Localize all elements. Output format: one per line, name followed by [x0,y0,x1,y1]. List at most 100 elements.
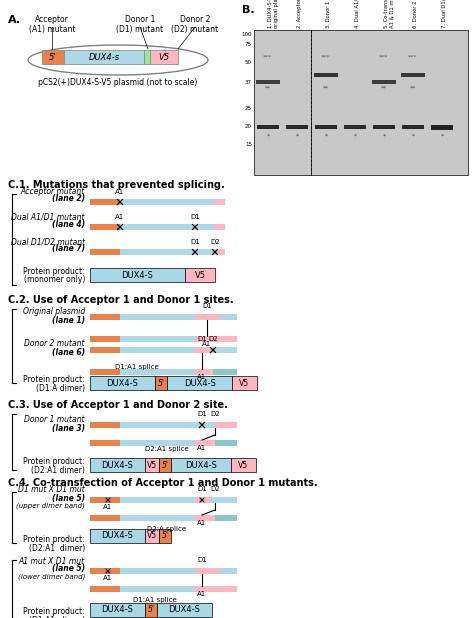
Text: A1: A1 [103,504,113,510]
Text: 5': 5' [49,53,57,62]
Bar [159,458,171,472]
Bar [90,440,120,446]
Bar [120,336,237,342]
Bar [120,586,237,592]
Bar [90,422,120,428]
Text: D1:A1 splice: D1:A1 splice [115,364,159,370]
Bar [145,603,157,617]
Bar [90,224,120,230]
Text: A1: A1 [197,591,207,597]
Text: Dual D1/D2 mutant: Dual D1/D2 mutant [11,237,85,247]
Bar [215,515,237,521]
Text: *: * [266,133,270,138]
Text: Donor 1 mutant: Donor 1 mutant [25,415,85,423]
Text: D1: D1 [190,239,200,245]
Bar [215,249,225,255]
Bar [232,376,257,390]
Bar [90,568,120,574]
Text: 7. Dual D1/D2 mut: 7. Dual D1/D2 mut [442,0,447,28]
Text: DUX4-S: DUX4-S [101,460,133,470]
Text: DUX4-S: DUX4-S [184,378,216,387]
Bar [344,125,366,129]
Bar [120,347,237,353]
Text: (lower dimer band): (lower dimer band) [18,574,85,580]
Text: Protein product:: Protein product: [23,376,85,384]
Bar [120,199,225,205]
Text: Protein product:: Protein product: [23,606,85,616]
Text: Donor 1
(D1) mutant: Donor 1 (D1) mutant [117,15,164,35]
Bar [90,376,155,390]
Text: D2:A splice: D2:A splice [147,526,187,532]
Bar [195,586,237,592]
Text: 15: 15 [245,143,252,148]
Bar [401,74,425,77]
Bar [90,249,120,255]
Bar [120,314,237,320]
Text: D1: D1 [202,303,212,309]
Text: *: * [354,133,356,138]
Text: DUX4-S: DUX4-S [101,531,133,541]
Text: A.: A. [8,15,21,25]
Bar [145,529,159,543]
Bar [167,376,232,390]
Bar [195,314,220,320]
Bar [215,422,237,428]
Text: **: ** [323,85,329,90]
Text: *: * [383,133,385,138]
Text: 5': 5' [157,378,164,387]
Text: 50: 50 [245,59,252,64]
Text: 20: 20 [245,124,252,130]
Bar [120,515,237,521]
Text: A1: A1 [115,214,125,220]
Text: A1 mut X D1 mut: A1 mut X D1 mut [19,556,85,565]
Bar [90,199,120,205]
Text: D2: D2 [210,486,220,492]
Bar [157,603,212,617]
Bar [90,515,120,521]
Bar [231,458,256,472]
Bar [120,440,237,446]
Text: V5: V5 [239,378,249,387]
Text: (lane 4): (lane 4) [52,219,85,229]
Bar [286,125,308,129]
Text: Acceptor mutant: Acceptor mutant [21,187,85,197]
Bar [159,529,171,543]
Text: DUX4-S: DUX4-S [121,271,153,279]
Bar [120,568,237,574]
Bar [171,458,231,472]
Text: 3. Donor 1 (D1) mut: 3. Donor 1 (D1) mut [326,0,331,28]
Text: V5: V5 [147,460,157,470]
Text: **: ** [381,85,387,90]
Text: (D1:A1  dimer): (D1:A1 dimer) [29,616,85,618]
Bar [195,515,237,521]
Bar [120,369,237,375]
Text: 1. DUX4-S-V5
original plasmid: 1. DUX4-S-V5 original plasmid [268,0,279,28]
Text: D1: D1 [197,486,207,492]
Text: (lane 7): (lane 7) [52,245,85,253]
Bar [120,224,225,230]
Bar [257,125,279,129]
Text: Acceptor
(A1) mutant: Acceptor (A1) mutant [29,15,75,35]
Text: D1: D1 [197,557,207,563]
Bar [90,458,145,472]
Text: DUX4-S: DUX4-S [101,606,133,614]
Text: ***: *** [408,54,418,59]
Bar [120,497,237,503]
Bar [254,30,468,175]
Text: D1: D1 [190,214,200,220]
Text: A1: A1 [197,445,207,451]
Text: D2: D2 [210,411,220,417]
Bar [90,268,185,282]
Text: **: ** [410,85,416,90]
Text: Protein product:: Protein product: [23,268,85,276]
Bar [195,440,237,446]
Text: V5: V5 [194,271,206,279]
Text: D2:A1 splice: D2:A1 splice [145,446,189,452]
Text: B.: B. [242,5,255,15]
Text: D1:A1 splice: D1:A1 splice [133,597,177,603]
Bar [90,369,120,375]
Text: C.1. Mutations that prevented splicing.: C.1. Mutations that prevented splicing. [8,180,225,190]
Text: Dual A1/D1 mutant: Dual A1/D1 mutant [11,213,85,221]
Bar [431,124,453,130]
Text: D1 mut X D1 mut: D1 mut X D1 mut [18,486,85,494]
